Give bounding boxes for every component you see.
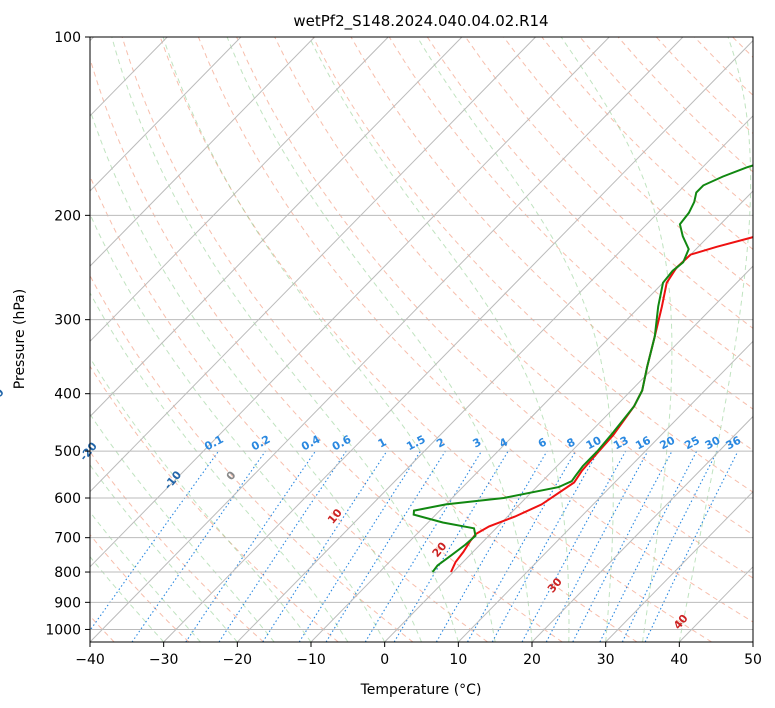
y-tick-label: 200 bbox=[54, 208, 81, 224]
x-axis-label: Temperature (°C) bbox=[360, 682, 482, 698]
isotherm-line bbox=[236, 115, 753, 642]
isotherm-line bbox=[605, 490, 753, 642]
isotherm-line bbox=[90, 37, 684, 642]
mixing-ratio-label: 20 bbox=[658, 434, 678, 453]
y-tick-label: 1000 bbox=[45, 622, 81, 638]
y-axis: 100 200 300 400 500 600 700 800 900 1000 bbox=[45, 30, 90, 638]
mixing-ratio-line bbox=[621, 450, 718, 642]
y-tick-label: 100 bbox=[54, 30, 81, 46]
mixing-ratio-line bbox=[521, 450, 627, 642]
x-tick-label: 40 bbox=[670, 652, 688, 668]
mixing-ratio-label: 25 bbox=[682, 434, 702, 453]
isotherm-line bbox=[90, 37, 463, 418]
mixing-ratio-line bbox=[185, 450, 316, 642]
mixing-ratio-line bbox=[218, 450, 347, 642]
moist-adiabat-line bbox=[678, 37, 752, 642]
plot-frame bbox=[89, 36, 754, 643]
x-tick-label: −20 bbox=[223, 652, 253, 668]
temperature-profile-line bbox=[450, 235, 753, 573]
isotherm-line bbox=[163, 39, 753, 642]
mixing-ratio-line bbox=[364, 450, 483, 642]
dewpoint-profile-line bbox=[412, 164, 753, 573]
x-tick-label: 50 bbox=[744, 652, 762, 668]
mixing-ratio-line bbox=[599, 450, 698, 642]
moist-adiabat-line bbox=[162, 37, 496, 642]
x-tick-label: −30 bbox=[149, 652, 179, 668]
dry-adiabat-line bbox=[90, 365, 339, 642]
plot-background bbox=[90, 37, 753, 642]
moist-adiabat-line bbox=[90, 555, 165, 642]
dry-adiabat-label: -30 bbox=[0, 386, 7, 410]
dry-adiabat-line bbox=[90, 56, 563, 642]
moist-adiabat-line bbox=[90, 464, 238, 642]
mixing-ratio-line bbox=[545, 450, 649, 642]
isotherm-line bbox=[384, 265, 753, 642]
y-tick-label: 800 bbox=[54, 565, 81, 581]
mixing-ratio-label: 30 bbox=[703, 434, 723, 453]
moist-adiabat-line bbox=[90, 413, 275, 642]
moist-adiabat-line bbox=[111, 37, 459, 642]
isotherm-line bbox=[90, 37, 536, 493]
chart-title: wetPf2_S148.2024.040.04.02.R14 bbox=[293, 12, 548, 31]
y-tick-label: 500 bbox=[54, 444, 81, 460]
mixing-ratio-label: 16 bbox=[633, 434, 653, 453]
profile-series bbox=[412, 164, 753, 573]
x-tick-label: −10 bbox=[296, 652, 326, 668]
mixing-ratio-line bbox=[90, 450, 220, 632]
mixing-ratio-line bbox=[467, 450, 577, 642]
x-tick-label: 0 bbox=[380, 652, 389, 668]
isotherm-line bbox=[90, 37, 315, 267]
y-axis-label: Pressure (hPa) bbox=[12, 289, 28, 389]
grid-lines bbox=[90, 37, 753, 642]
x-tick-label: −40 bbox=[75, 652, 105, 668]
y-tick-label: 400 bbox=[54, 387, 81, 403]
y-tick-label: 300 bbox=[54, 313, 81, 329]
dry-adiabat-line bbox=[426, 37, 753, 370]
y-tick-label: 900 bbox=[54, 595, 81, 611]
isotherm-line bbox=[90, 37, 610, 568]
dry-adiabat-line bbox=[90, 274, 414, 642]
moist-adiabat-line bbox=[90, 108, 422, 642]
y-tick-label: 600 bbox=[54, 491, 81, 507]
mixing-ratio-line bbox=[298, 450, 422, 642]
isotherm-line bbox=[531, 415, 753, 642]
mixing-ratio-label: 10 bbox=[584, 434, 604, 453]
mixing-ratio-label: 36 bbox=[724, 434, 744, 453]
x-tick-label: 30 bbox=[597, 652, 615, 668]
isotherm-line bbox=[90, 37, 389, 343]
x-tick-label: 20 bbox=[523, 652, 541, 668]
x-tick-label: 10 bbox=[449, 652, 467, 668]
mixing-ratio-label: 13 bbox=[611, 434, 631, 453]
moist-adiabat-line bbox=[416, 37, 614, 642]
mixing-ratio-line bbox=[262, 450, 388, 642]
isotherm-line bbox=[90, 37, 242, 192]
dry-adiabat-line bbox=[121, 37, 638, 642]
x-axis: −40 −30 −20 −10 0 10 20 30 40 50 bbox=[75, 642, 762, 668]
mixing-ratio-line bbox=[131, 450, 266, 642]
dry-adiabat-line bbox=[312, 37, 753, 493]
dry-adiabat-line bbox=[771, 37, 775, 642]
isotherm-line bbox=[310, 190, 753, 642]
y-tick-label: 700 bbox=[54, 531, 81, 547]
moist-adiabat-line bbox=[90, 212, 386, 642]
moist-adiabat-line bbox=[90, 511, 201, 642]
isotherm-line bbox=[457, 340, 753, 642]
moist-adiabat-line bbox=[90, 356, 312, 642]
isotherm-line bbox=[752, 641, 753, 642]
